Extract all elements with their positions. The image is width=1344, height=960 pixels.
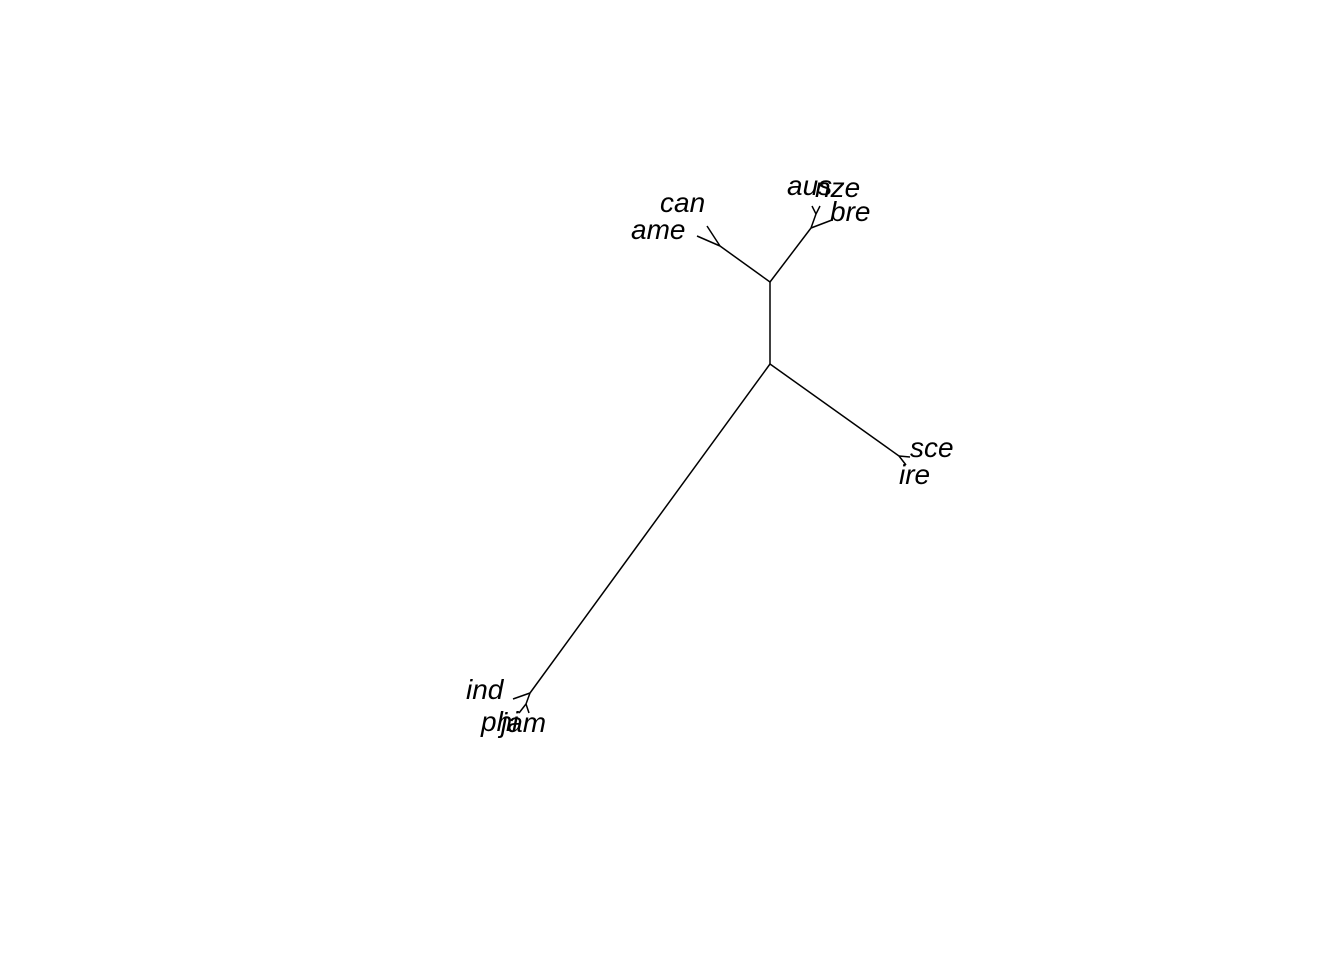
edge-internal-phi-jam	[525, 692, 531, 705]
tip-label-phi: phi	[480, 706, 519, 737]
tip-label-can: can	[660, 187, 705, 218]
tip-label-nze: nze	[815, 172, 860, 203]
edge-can	[706, 225, 721, 247]
edge-phi	[518, 703, 527, 714]
edge-ind	[512, 692, 531, 700]
edge-internal-ind-phi-jam	[529, 363, 771, 694]
edge-jam	[525, 703, 530, 714]
edge-internal-can-ame	[719, 245, 771, 283]
tip-label-ire: ire	[899, 459, 930, 490]
edge-internal-aus-nze-bre	[769, 227, 812, 283]
tip-labels: can ame aus nze bre sce ire ind phi jam	[466, 170, 954, 738]
tip-label-ame: ame	[631, 214, 685, 245]
edge-nze	[815, 205, 821, 215]
tip-label-jam: jam	[497, 707, 546, 738]
edge-internal-sce-ire	[769, 363, 900, 457]
edge-bre	[810, 219, 833, 229]
tip-label-bre: bre	[830, 196, 870, 227]
tip-label-sce: sce	[910, 432, 954, 463]
edge-internal-aus-nze	[810, 213, 817, 229]
tip-label-aus: aus	[787, 170, 832, 201]
edge-sce	[898, 455, 911, 458]
tip-label-ind: ind	[466, 674, 505, 705]
edge-ire	[898, 455, 907, 466]
edge-ame	[696, 235, 721, 247]
tree-edges	[512, 205, 911, 714]
edge-aus	[811, 205, 817, 215]
